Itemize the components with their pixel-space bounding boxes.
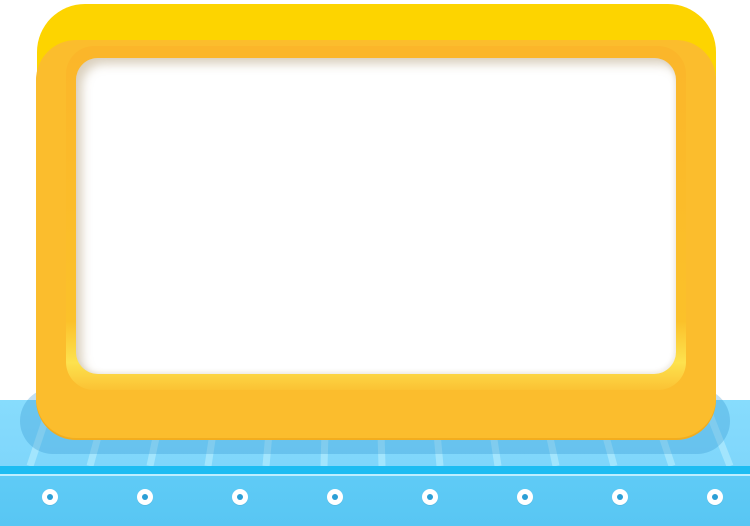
bolt-icon: [327, 489, 343, 505]
bolt-icon: [517, 489, 533, 505]
bolt-icon: [232, 489, 248, 505]
bolt-icon: [42, 489, 58, 505]
bolt-icon: [612, 489, 628, 505]
conveyor-belt-edge: [0, 466, 750, 476]
bolt-icon: [707, 489, 723, 505]
conveyor-belt-side: [0, 476, 750, 526]
bolt-icon: [137, 489, 153, 505]
display-screen: [76, 58, 676, 374]
bolt-icon: [422, 489, 438, 505]
